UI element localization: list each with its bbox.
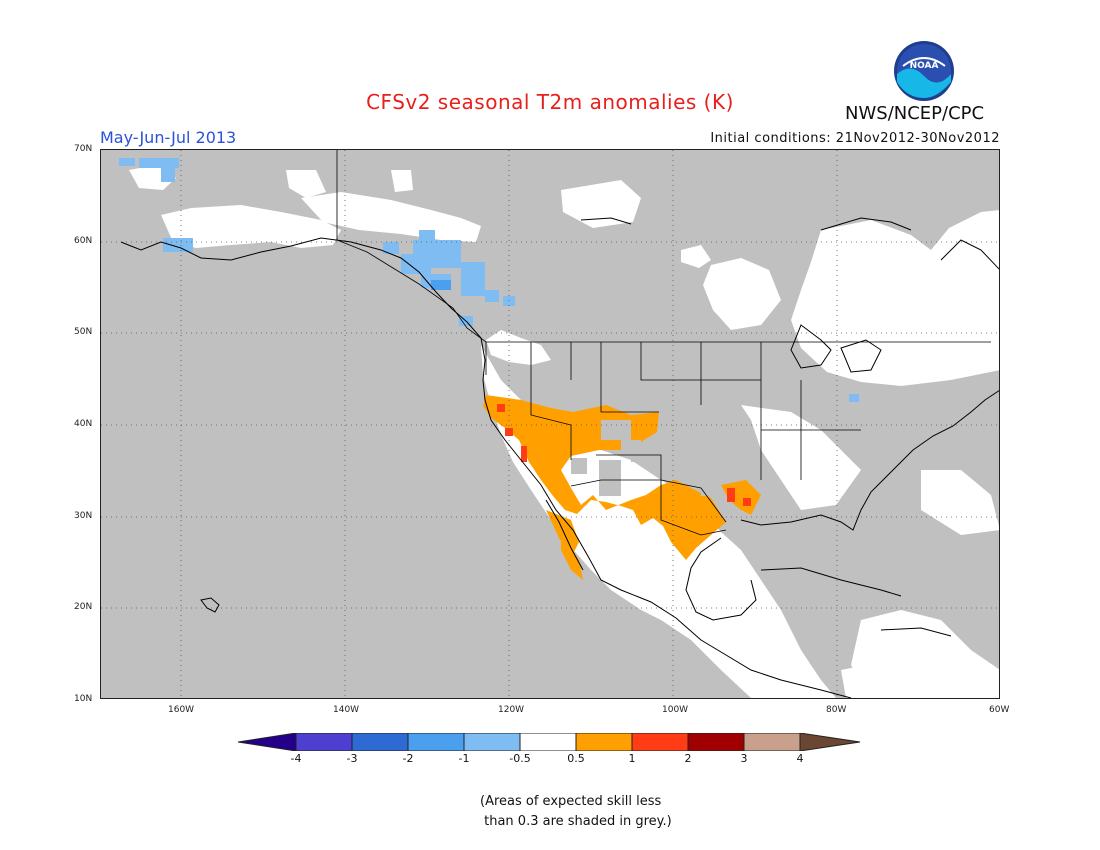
cool-anomaly-blue xyxy=(431,280,451,290)
cool-anomaly-light-blue xyxy=(119,158,859,402)
forecast-period: May-Jun-Jul 2013 xyxy=(100,128,237,147)
lon-tick-100w: 100W xyxy=(662,705,689,715)
lat-tick-30: 30N xyxy=(74,511,93,521)
lon-tick-60w: 60W xyxy=(989,705,1010,715)
lat-tick-50: 50N xyxy=(74,327,93,337)
colorbar-swatch-05-1 xyxy=(576,733,632,751)
colorbar-swatch-neg1-neg05 xyxy=(464,733,520,751)
lon-tick-140w: 140W xyxy=(333,705,360,715)
lon-tick-80w: 80W xyxy=(826,705,847,715)
lat-lon-grid xyxy=(101,150,999,698)
colorbar-label: 0.5 xyxy=(567,752,585,765)
colorbar-swatch-neg4-neg3 xyxy=(296,733,352,751)
warm-anomaly-red xyxy=(497,404,751,506)
colorbar-swatch-lt-neg4 xyxy=(238,733,296,751)
colorbar-label: 1 xyxy=(628,752,636,765)
colorbar-swatch-3-4 xyxy=(744,733,800,751)
map-canvas xyxy=(101,150,999,698)
lat-tick-40: 40N xyxy=(74,419,93,429)
colorbar-swatch-1-2 xyxy=(632,733,688,751)
skill-note: (Areas of expected skill less than 0.3 a… xyxy=(480,794,672,829)
colorbar-label: -2 xyxy=(402,752,414,765)
colorbar-label: 3 xyxy=(740,752,748,765)
colorbar-swatch-neg3-neg2 xyxy=(352,733,408,751)
lon-tick-160w: 160W xyxy=(168,705,195,715)
coastlines xyxy=(120,217,999,698)
lat-tick-10: 10N xyxy=(74,694,93,704)
initial-conditions: Initial conditions: 21Nov2012-30Nov2012 xyxy=(710,131,1000,146)
colorbar-label: -4 xyxy=(290,752,302,765)
anomaly-map xyxy=(100,149,1000,699)
colorbar-swatch-2-3 xyxy=(688,733,744,751)
lat-tick-60: 60N xyxy=(74,236,93,246)
lat-tick-70: 70N xyxy=(74,144,93,154)
low-skill-pockets xyxy=(571,420,719,496)
colorbar-label: -3 xyxy=(346,752,358,765)
colorbar-label: -1 xyxy=(458,752,470,765)
colorbar-swatch-neg05-05 xyxy=(520,733,576,751)
colorbar-label: 4 xyxy=(796,752,804,765)
political-borders xyxy=(336,150,991,536)
map-title: CFSv2 seasonal T2m anomalies (K) xyxy=(366,90,734,114)
agency-label: NWS/NCEP/CPC xyxy=(845,103,985,124)
colorbar-swatch-neg2-neg1 xyxy=(408,733,464,751)
lon-tick-120w: 120W xyxy=(498,705,525,715)
colorbar-swatch-gt-4 xyxy=(800,733,860,751)
colorbar-label: -0.5 xyxy=(509,752,531,765)
colorbar xyxy=(238,733,861,751)
logo-text: NOAA xyxy=(910,61,939,71)
colorbar-label: 2 xyxy=(684,752,692,765)
noaa-logo-icon: NOAA xyxy=(894,41,954,101)
lat-tick-20: 20N xyxy=(74,602,93,612)
